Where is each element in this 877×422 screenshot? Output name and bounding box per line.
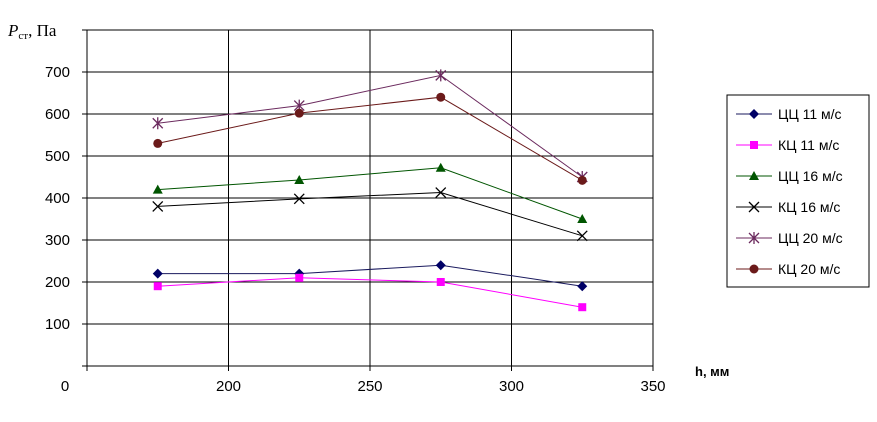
data-point-marker <box>436 92 446 102</box>
legend-label: КЦ 16 м/с <box>778 199 840 215</box>
data-point-marker <box>153 138 163 148</box>
data-point-marker <box>577 214 588 223</box>
legend-item: КЦ 20 м/с <box>736 261 840 277</box>
x-axis-label: h, мм <box>695 364 729 379</box>
legend-item: КЦ 11 м/с <box>736 137 839 153</box>
data-point-marker <box>293 193 305 205</box>
data-point-marker <box>152 200 164 212</box>
data-point-marker <box>748 201 760 213</box>
data-point-marker <box>152 184 163 194</box>
series-line <box>157 264 583 287</box>
series-line <box>157 74 583 178</box>
legend: ЦЦ 11 м/с КЦ 11 м/с ЦЦ 16 м/с КЦ 16 м/с ЦЦ 2… <box>726 94 870 288</box>
legend-item: ЦЦ 11 м/с <box>736 106 842 122</box>
x-tick-label: 200 <box>216 378 241 395</box>
data-point-marker <box>435 260 446 271</box>
series-line <box>157 192 583 237</box>
x-tick-label: 250 <box>357 378 382 395</box>
legend-label: ЦЦ 11 м/с <box>778 106 842 122</box>
y-tick-label: 200 <box>45 274 70 291</box>
data-point-marker <box>576 230 588 242</box>
y-axis-label: Pст, Па <box>7 21 57 42</box>
series-2 <box>153 273 587 312</box>
y-tick-label: 500 <box>45 148 70 165</box>
data-point-marker <box>294 174 305 184</box>
data-point-marker <box>295 273 304 282</box>
data-point-marker <box>435 69 447 82</box>
data-point-marker <box>749 264 759 274</box>
series-6 <box>153 92 587 185</box>
data-point-marker <box>578 303 587 312</box>
data-point-marker <box>152 117 164 130</box>
data-point-marker <box>153 282 162 291</box>
y-tick-label: 400 <box>45 190 70 207</box>
data-point-marker <box>294 108 304 118</box>
series-4 <box>152 187 588 242</box>
x-tick-labels: 0 200 250 300 350 <box>61 378 666 395</box>
series-line <box>157 167 583 220</box>
y-tick-label: 100 <box>45 316 70 333</box>
legend-box <box>726 94 870 288</box>
legend-label: КЦ 11 м/с <box>778 137 839 153</box>
data-point-marker <box>435 187 447 198</box>
legend-label: КЦ 20 м/с <box>778 261 840 277</box>
legend-label: ЦЦ 20 м/с <box>778 230 843 246</box>
data-point-marker <box>750 141 758 149</box>
data-point-marker <box>749 171 759 180</box>
y-tick-label: 600 <box>45 106 70 123</box>
data-point-marker <box>749 109 759 119</box>
legend-item: КЦ 16 м/с <box>736 199 840 215</box>
x-tick-label: 300 <box>499 378 524 395</box>
legend-item: ЦЦ 20 м/с <box>736 230 843 246</box>
data-point-marker <box>152 268 163 279</box>
x-tick-label: 0 <box>61 378 69 395</box>
legend-item: ЦЦ 16 м/с <box>736 168 843 184</box>
series-layer <box>152 69 588 312</box>
legend-label: ЦЦ 16 м/с <box>778 168 843 184</box>
data-point-marker <box>577 281 588 292</box>
data-point-marker <box>577 175 587 185</box>
y-tick-label: 700 <box>45 64 70 81</box>
y-tick-labels: 100 200 300 400 500 600 700 <box>45 64 70 333</box>
series-line <box>157 277 583 308</box>
gridlines <box>87 29 654 366</box>
axes <box>82 29 654 371</box>
data-point-marker <box>436 278 445 286</box>
data-point-marker <box>435 162 446 172</box>
series-3 <box>152 162 588 223</box>
x-tick-label: 350 <box>640 378 665 395</box>
y-tick-label: 300 <box>45 232 70 249</box>
data-point-marker <box>748 232 760 244</box>
series-line <box>157 96 583 181</box>
